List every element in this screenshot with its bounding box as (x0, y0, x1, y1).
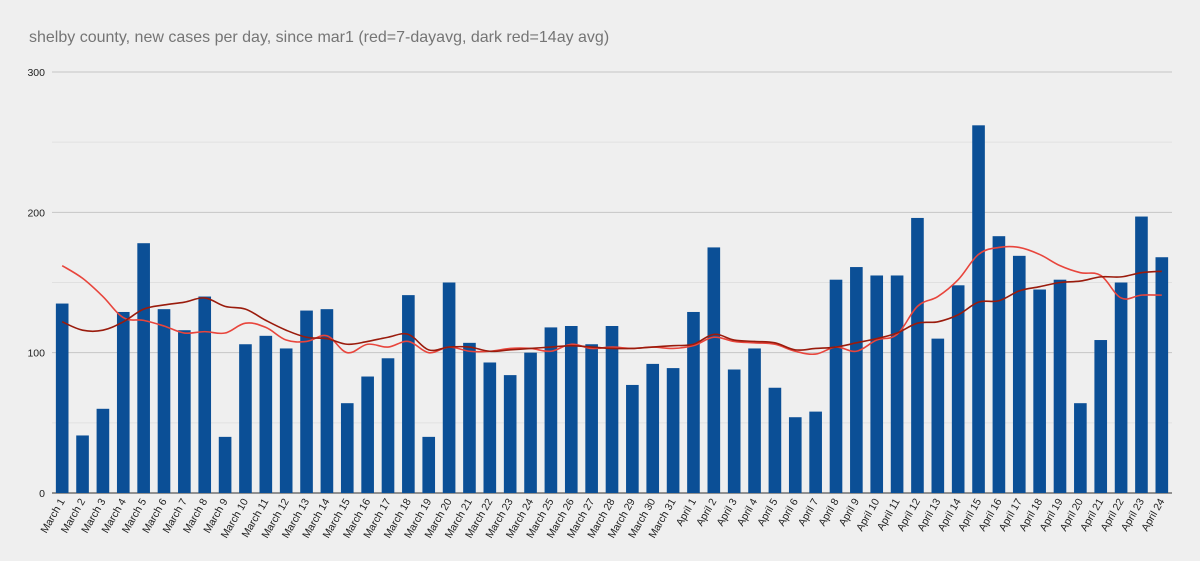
bar (727, 369, 741, 493)
bar (340, 403, 354, 493)
bar (402, 295, 415, 493)
bar (890, 275, 904, 493)
line-14-day-avg (61, 270, 1162, 353)
bar (666, 368, 680, 493)
bar (788, 417, 802, 493)
average-lines (61, 245, 1162, 356)
bar (116, 311, 130, 493)
bar (483, 362, 497, 493)
bar (137, 243, 150, 493)
bar (626, 384, 639, 493)
bar (1135, 216, 1148, 493)
bar (279, 348, 293, 493)
y-axis-ticks: 0 100 200 300 (27, 67, 45, 500)
bar (463, 342, 476, 493)
bar (320, 309, 334, 493)
y-tick-label: 300 (27, 67, 45, 79)
y-tick-label: 100 (27, 348, 45, 360)
bar (259, 335, 273, 493)
bar (178, 330, 191, 493)
bar (748, 348, 761, 493)
bar (422, 436, 436, 493)
bar (1053, 279, 1067, 493)
bar (870, 275, 884, 493)
bar (300, 310, 313, 493)
bar (646, 363, 660, 493)
bar (157, 309, 171, 493)
bar (972, 125, 985, 494)
bar (707, 247, 721, 493)
y-tick-label: 200 (27, 207, 45, 219)
bar (931, 338, 945, 493)
bar (503, 375, 517, 493)
chart-title: shelby county, new cases per day, since … (29, 29, 610, 46)
bar (524, 352, 537, 493)
bar (992, 236, 1006, 493)
bar (1074, 403, 1087, 493)
bar (809, 411, 822, 493)
bar (911, 217, 924, 494)
bar (951, 285, 965, 493)
bar (381, 358, 395, 493)
bar (850, 267, 863, 493)
bar (1114, 282, 1128, 493)
bar (544, 327, 558, 493)
bar (585, 344, 598, 493)
bar (1033, 289, 1046, 493)
bar (1094, 340, 1108, 493)
bar (96, 408, 110, 493)
bar (198, 296, 212, 493)
bar (687, 311, 700, 493)
bar (1155, 257, 1169, 493)
bar-series (55, 125, 1169, 494)
bar (239, 344, 252, 493)
y-tick-label: 0 (39, 488, 45, 500)
bar (829, 279, 843, 493)
bar (564, 326, 578, 493)
bar (605, 326, 619, 493)
bar (768, 387, 782, 493)
bar (55, 303, 69, 493)
bar (1012, 255, 1026, 493)
bar (76, 435, 89, 493)
bar (442, 282, 456, 493)
bar (361, 376, 374, 493)
bar (218, 436, 232, 493)
line-7-day-avg (61, 245, 1162, 356)
